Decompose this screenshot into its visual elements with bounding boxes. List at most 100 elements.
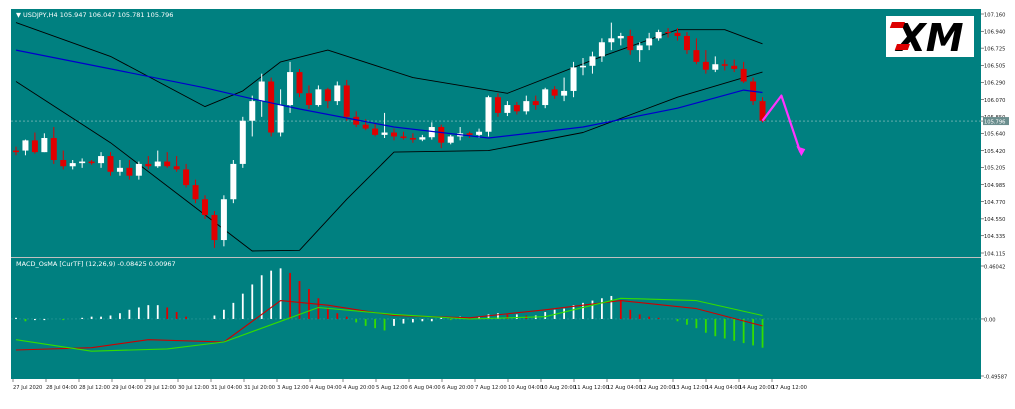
forecast-path <box>761 94 802 153</box>
candle <box>98 152 105 168</box>
candle <box>561 77 568 102</box>
time-tick-label: 17 Aug 12:00 <box>772 385 807 391</box>
candle <box>305 85 312 109</box>
candle <box>551 86 558 99</box>
candle-body <box>135 163 142 176</box>
time-tick-label: 3 Aug 12:00 <box>277 385 309 391</box>
candle-body <box>485 97 492 132</box>
candle-body <box>476 131 483 135</box>
candle <box>693 38 700 65</box>
candle <box>22 139 29 156</box>
candle-body <box>88 161 95 164</box>
candle-body <box>69 163 76 167</box>
time-tick-label: 10 Aug 20:00 <box>541 385 576 391</box>
time-tick-label: 31 Jul 20:00 <box>244 385 275 391</box>
candle-body <box>334 85 341 102</box>
macd-line <box>15 297 763 352</box>
candle <box>598 38 605 62</box>
candle-body <box>277 105 284 133</box>
candle <box>173 156 180 172</box>
price-tick-label: 104.115 <box>984 251 1005 257</box>
candle <box>334 81 341 106</box>
candle-body <box>343 85 350 117</box>
chart-menu-icon[interactable]: ▼ <box>16 11 21 19</box>
candle <box>542 87 549 109</box>
symbol-header: USDJPY,H4 105.947 106.047 105.781 105.79… <box>23 11 173 19</box>
candle <box>409 133 416 143</box>
candle <box>296 68 303 98</box>
candle-body <box>192 185 199 200</box>
candle <box>41 133 48 153</box>
candle-body <box>324 89 331 102</box>
candle-body <box>683 35 690 51</box>
candle <box>712 56 719 73</box>
candle <box>570 61 577 98</box>
time-tick-label: 6 Aug 20:00 <box>442 385 474 391</box>
candle-body <box>372 128 379 135</box>
price-pane-background[interactable] <box>11 9 981 257</box>
candle-body <box>655 32 662 39</box>
time-tick-label: 14 Aug 04:00 <box>706 385 741 391</box>
candle <box>79 158 86 168</box>
price-tick-label: 106.070 <box>984 98 1005 104</box>
time-tick-label: 11 Aug 12:00 <box>574 385 609 391</box>
candle-body <box>608 38 615 43</box>
candle-body <box>532 101 539 106</box>
candle <box>126 159 133 180</box>
candle <box>211 211 218 248</box>
candle-body <box>438 127 445 143</box>
logo-text: XM <box>894 16 963 60</box>
time-tick-label: 12 Aug 04:00 <box>607 385 642 391</box>
time-tick-label: 29 Jul 12:00 <box>145 385 176 391</box>
candle <box>532 95 539 110</box>
candle <box>731 59 738 73</box>
candle-body <box>409 138 416 140</box>
candle <box>485 95 492 137</box>
bollinger-upper-line <box>15 22 763 108</box>
candle-body <box>50 138 57 160</box>
candle-body <box>41 138 48 153</box>
indicator-tick-label: 0.00 <box>984 317 996 323</box>
candle-body <box>721 64 728 66</box>
time-tick-label: 27 Jul 2020 <box>13 385 42 391</box>
candle <box>740 61 747 84</box>
candle <box>504 101 511 117</box>
candle <box>60 150 67 170</box>
candle <box>627 29 634 55</box>
candle-body <box>258 81 265 102</box>
candle <box>400 131 407 140</box>
candle-body <box>542 89 549 106</box>
time-tick-label: 30 Jul 12:00 <box>178 385 209 391</box>
candle-body <box>173 166 180 170</box>
forecast-arrowhead <box>796 146 806 157</box>
price-tick-label: 104.770 <box>984 200 1005 206</box>
candle-body <box>598 42 605 57</box>
candle <box>116 159 123 176</box>
candle <box>391 128 397 141</box>
candle-body <box>154 161 161 167</box>
candle <box>154 150 161 168</box>
candle <box>324 87 331 109</box>
candle-body <box>561 90 568 96</box>
candle <box>617 32 624 46</box>
price-tick-label: 106.940 <box>984 30 1005 36</box>
candle <box>164 152 171 168</box>
price-tick-label: 104.550 <box>984 217 1005 223</box>
time-tick-label: 4 Aug 04:00 <box>310 385 342 391</box>
candle <box>31 132 38 154</box>
candle-body <box>183 169 190 186</box>
candle <box>721 59 728 71</box>
candle-body <box>31 140 38 153</box>
candle <box>636 42 643 62</box>
indicator-tick-label: 0.46042 <box>984 264 1005 270</box>
candle <box>608 22 615 51</box>
candle-body <box>674 32 681 36</box>
candle-body <box>202 199 208 215</box>
candle-body <box>580 65 586 68</box>
candle <box>192 179 199 204</box>
candle-body <box>551 89 558 96</box>
candle-body <box>116 167 123 172</box>
candle-body <box>98 156 105 164</box>
candle <box>353 111 360 128</box>
